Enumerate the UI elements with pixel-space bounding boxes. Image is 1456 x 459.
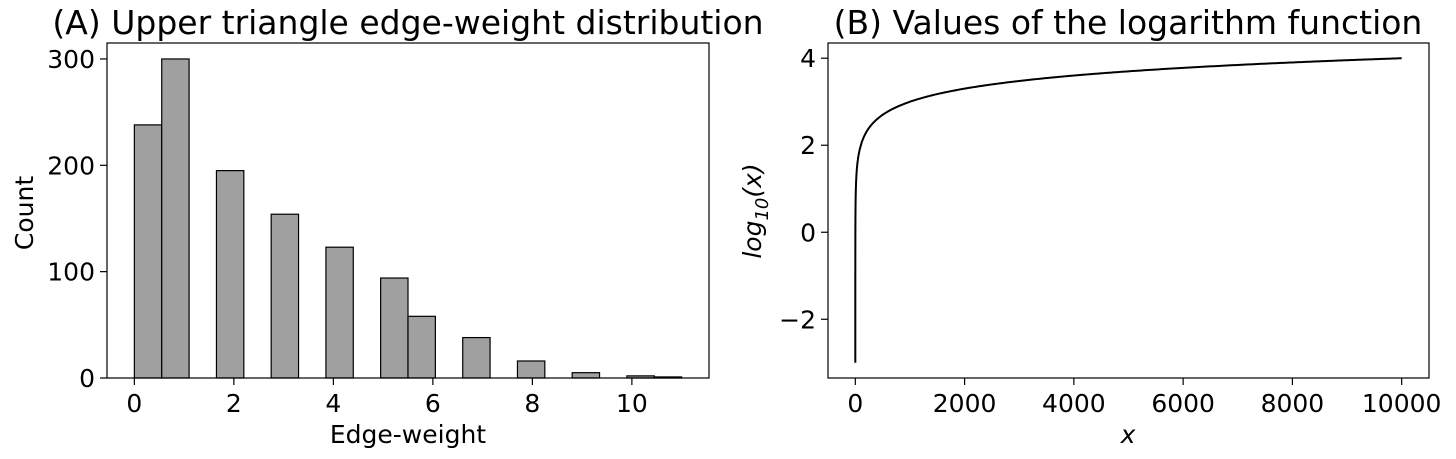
panel-a-histogram: (A) Upper triangle edge-weight distribut… — [10, 3, 764, 449]
y-tick-label: 300 — [47, 45, 95, 74]
histogram-bar-8 — [516, 360, 546, 379]
histogram-bar-2 — [215, 170, 245, 379]
histogram-bar-0 — [133, 124, 163, 379]
histogram-bar-5 — [380, 277, 409, 379]
x-tick-label: 2 — [226, 389, 242, 418]
y-tick-label: 0 — [800, 218, 816, 247]
y-tick-label: 4 — [800, 44, 816, 73]
x-tick-label: 10 — [616, 389, 648, 418]
histogram-bar-4 — [325, 246, 354, 379]
y-tick-label: −2 — [779, 305, 816, 334]
panel-a-bars — [133, 58, 683, 379]
x-tick-label: 0 — [126, 389, 142, 418]
panel-a-title: (A) Upper triangle edge-weight distribut… — [52, 3, 763, 42]
x-tick-label: 4 — [325, 389, 341, 418]
panel-b-frame — [827, 42, 1430, 379]
panel-a-ylabel: Count — [10, 176, 39, 250]
x-tick-label: 6 — [425, 389, 441, 418]
x-tick-label: 4000 — [1042, 389, 1106, 418]
x-tick-label: 6000 — [1151, 389, 1215, 418]
y-tick-label: 0 — [79, 364, 95, 393]
histogram-bar-9 — [571, 372, 601, 379]
x-tick-label: 8 — [524, 389, 540, 418]
x-tick-label: 0 — [847, 389, 863, 418]
panel-b-xlabel: x — [1120, 420, 1136, 449]
histogram-bar-7 — [462, 336, 491, 379]
panel-a-frame — [106, 42, 710, 379]
panel-a-xlabel: Edge-weight — [330, 420, 486, 449]
histogram-bar-1 — [161, 58, 190, 379]
panel-b-log-curve — [854, 57, 1402, 363]
histogram-bar-3 — [270, 213, 300, 379]
x-tick-label: 2000 — [933, 389, 997, 418]
y-tick-label: 200 — [47, 151, 95, 180]
y-tick-label: 100 — [47, 258, 95, 287]
histogram-bar-6 — [407, 315, 436, 379]
panel-b-ylabel: log10(x) — [738, 163, 773, 258]
x-tick-label: 8000 — [1261, 389, 1325, 418]
y-tick-label: 2 — [800, 131, 816, 160]
panel-b-title: (B) Values of the logarithm function — [834, 3, 1423, 42]
panel-b-line-chart: (B) Values of the logarithm function 0 20… — [738, 3, 1441, 449]
x-tick-label: 10000 — [1362, 389, 1442, 418]
panel-b-ticks: 0 2000 4000 6000 8000 10000 −2 0 2 4 — [779, 44, 1441, 418]
